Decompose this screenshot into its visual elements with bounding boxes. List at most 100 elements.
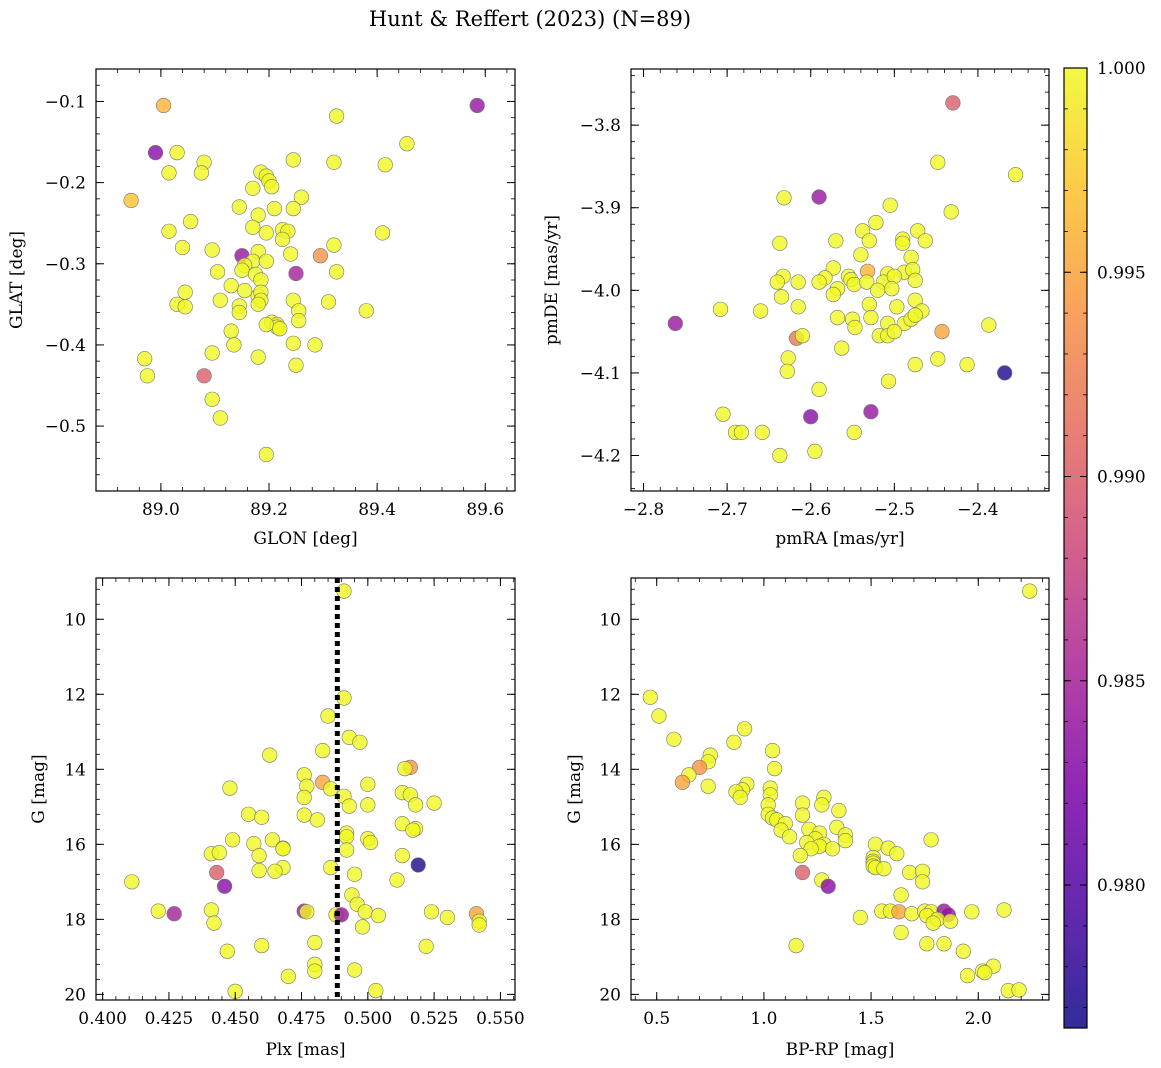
data-point bbox=[884, 281, 900, 297]
data-point bbox=[794, 864, 811, 881]
x-tick-label: 1.0 bbox=[750, 1009, 777, 1029]
data-point bbox=[183, 214, 199, 230]
data-point bbox=[825, 260, 841, 276]
data-point bbox=[210, 264, 226, 280]
data-point bbox=[772, 235, 788, 251]
data-point bbox=[250, 296, 266, 312]
data-point bbox=[776, 190, 792, 206]
data-point bbox=[394, 847, 410, 864]
data-point bbox=[930, 351, 946, 367]
x-tick-label: 89.0 bbox=[142, 500, 180, 520]
data-point bbox=[752, 303, 769, 319]
data-point bbox=[936, 936, 952, 952]
data-point bbox=[863, 310, 879, 326]
y-tick-label: 18 bbox=[599, 910, 621, 930]
data-point bbox=[362, 834, 379, 851]
data-point bbox=[700, 778, 716, 794]
data-point bbox=[934, 324, 950, 340]
data-point bbox=[296, 807, 312, 823]
data-point bbox=[811, 381, 827, 398]
data-point bbox=[942, 913, 959, 929]
data-point bbox=[794, 807, 811, 823]
data-point bbox=[222, 780, 238, 796]
data-point bbox=[234, 262, 250, 278]
data-point bbox=[790, 274, 806, 290]
data-point bbox=[264, 832, 281, 848]
data-point bbox=[790, 299, 806, 315]
x-axis-label: GLON [deg] bbox=[253, 529, 357, 549]
y-tick-label: −0.4 bbox=[45, 336, 86, 356]
data-point bbox=[712, 301, 729, 317]
x-tick-label: 0.5 bbox=[643, 1009, 670, 1029]
panel-pmra-pmde: −2.8 −2.7 −2.6 −2.5 −2.4 −3.8 −3.9 −4.0 −4.1 −4.2… bbox=[542, 68, 1050, 549]
data-point bbox=[886, 324, 902, 340]
data-point bbox=[204, 345, 220, 361]
data-point bbox=[803, 409, 819, 425]
data-point bbox=[397, 760, 413, 777]
data-point bbox=[347, 866, 363, 882]
data-point bbox=[339, 842, 355, 858]
data-point bbox=[254, 937, 270, 954]
x-tick-label: 89.2 bbox=[250, 500, 288, 520]
data-point bbox=[329, 264, 345, 280]
data-point bbox=[307, 963, 323, 979]
data-point bbox=[773, 289, 790, 305]
data-point bbox=[251, 847, 267, 864]
data-point bbox=[959, 967, 976, 984]
data-point bbox=[285, 335, 301, 351]
data-point bbox=[780, 350, 796, 366]
data-point bbox=[226, 337, 242, 353]
y-tick-label: 16 bbox=[599, 835, 621, 855]
data-point bbox=[245, 180, 261, 196]
data-point bbox=[368, 982, 384, 999]
y-axis-label: G [mag] bbox=[565, 754, 585, 823]
data-point bbox=[803, 841, 819, 857]
data-point bbox=[904, 906, 920, 922]
y-tick-label: 14 bbox=[64, 760, 86, 780]
data-point bbox=[861, 296, 877, 313]
data-point bbox=[788, 937, 804, 954]
data-point bbox=[124, 874, 140, 890]
data-point bbox=[204, 242, 220, 258]
data-point bbox=[320, 708, 336, 724]
data-point bbox=[266, 201, 283, 217]
data-point bbox=[769, 274, 785, 290]
data-point bbox=[902, 864, 918, 881]
panel-bprp-g: 0.5 1.0 1.5 2.0 10 12 14 16 18 20 BP-RP [mag] G [ma… bbox=[565, 577, 1050, 1060]
data-point bbox=[280, 968, 296, 985]
colorbar-tick-label: 0.995 bbox=[1097, 263, 1146, 283]
data-point bbox=[203, 902, 219, 918]
y-tick-label: 20 bbox=[599, 985, 621, 1005]
data-point bbox=[204, 391, 220, 407]
y-tick-label: −3.9 bbox=[580, 199, 621, 219]
axes-frame bbox=[630, 68, 1050, 492]
x-tick-label: −2.7 bbox=[706, 500, 747, 520]
y-tick-label: −0.3 bbox=[45, 255, 86, 275]
data-point bbox=[964, 904, 980, 920]
x-tick-label: 0.500 bbox=[343, 1009, 392, 1029]
x-axis-label: pmRA [mas/yr] bbox=[775, 529, 904, 549]
data-point bbox=[945, 95, 961, 111]
data-point bbox=[667, 315, 683, 332]
data-point bbox=[726, 734, 742, 750]
data-point bbox=[863, 404, 879, 420]
data-point bbox=[829, 310, 846, 326]
data-point bbox=[867, 836, 884, 852]
data-point bbox=[847, 319, 863, 336]
data-point bbox=[225, 832, 241, 848]
data-point bbox=[733, 424, 750, 441]
data-point bbox=[240, 806, 257, 822]
data-point bbox=[869, 282, 886, 298]
data-point bbox=[891, 904, 907, 920]
colorbar-frame bbox=[1063, 67, 1088, 1029]
data-point bbox=[123, 192, 139, 209]
y-tick-label: −4.2 bbox=[580, 446, 621, 466]
data-point bbox=[423, 904, 440, 920]
data-point bbox=[231, 199, 247, 215]
data-point bbox=[736, 721, 753, 737]
data-point bbox=[794, 328, 811, 344]
data-point bbox=[296, 789, 312, 806]
data-point bbox=[312, 248, 329, 264]
data-point bbox=[357, 904, 373, 920]
